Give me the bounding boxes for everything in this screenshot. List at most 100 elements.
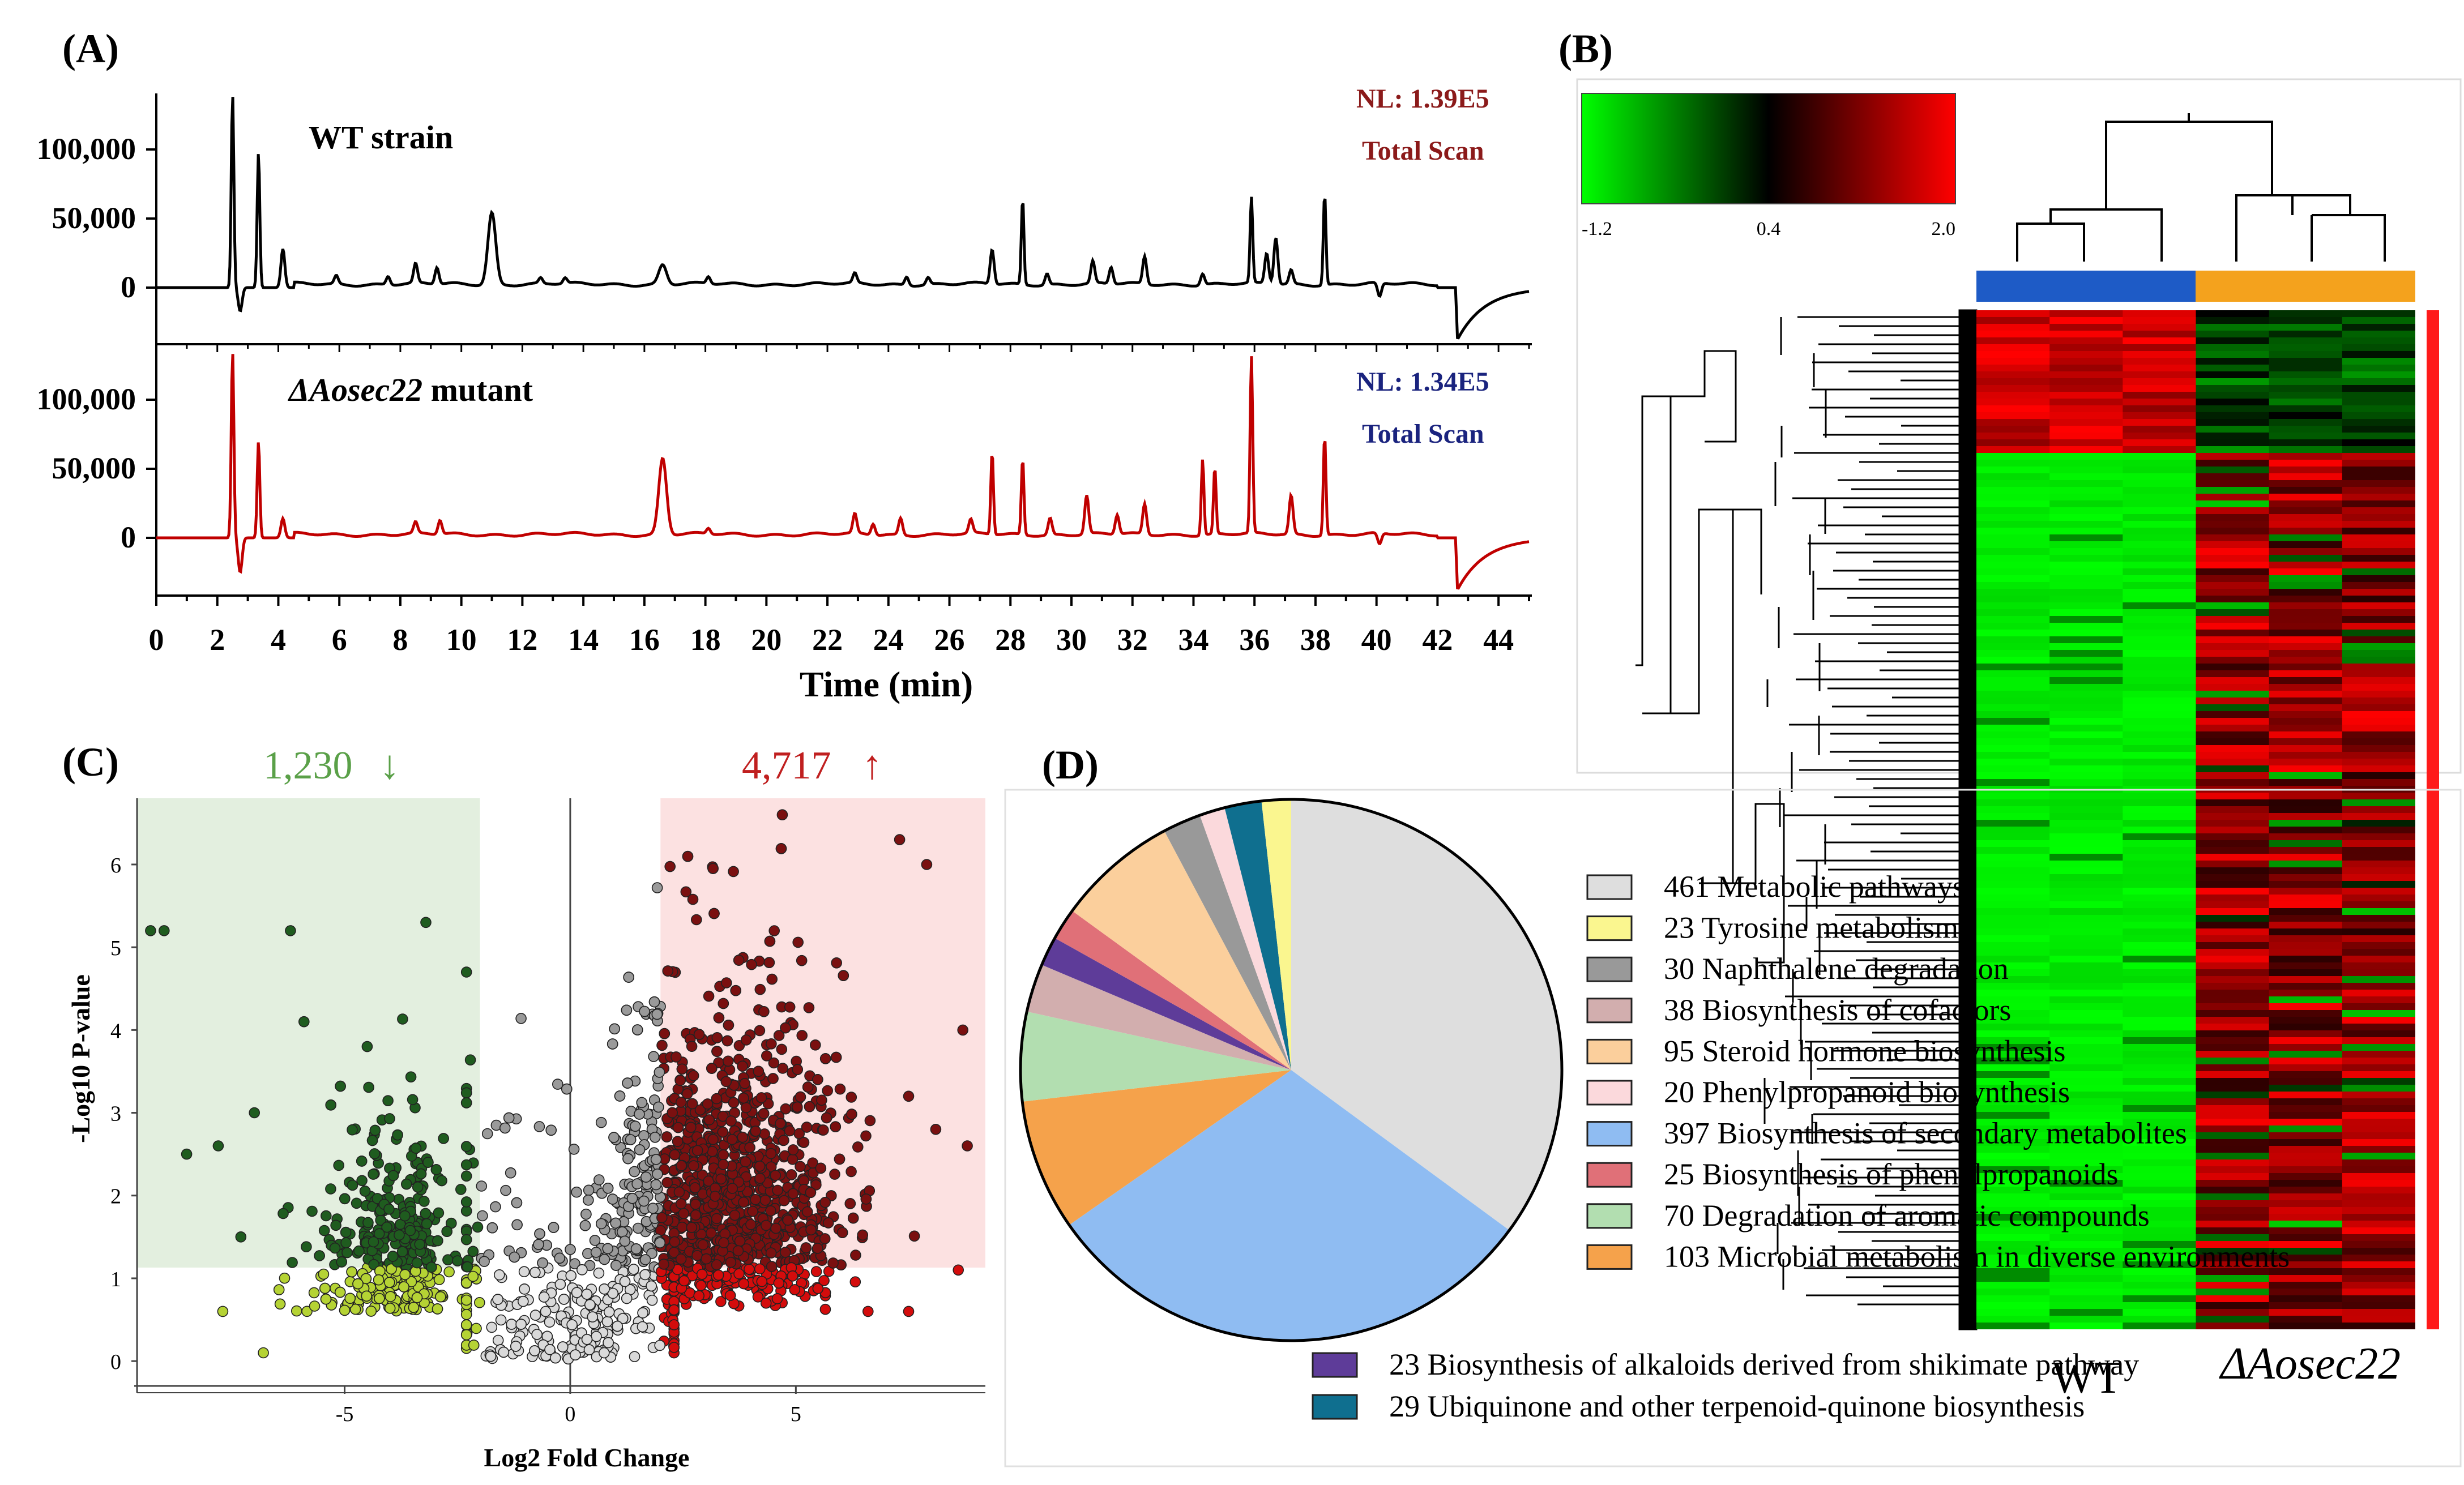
heatmap-cell	[2123, 1112, 2197, 1119]
legend-swatch	[1586, 956, 1633, 982]
heatmap-cell	[2196, 1078, 2270, 1085]
heatmap-cell	[2269, 1098, 2343, 1106]
volcano-point	[314, 1250, 325, 1261]
chrom-x-tick-label: 44	[1483, 623, 1514, 657]
heatmap-cell	[2123, 827, 2197, 834]
volcano-point	[498, 1346, 510, 1358]
heatmap-cell	[2196, 956, 2270, 963]
heatmap-cell	[2049, 854, 2124, 861]
heatmap-cell	[2049, 976, 2124, 983]
heatmap-cell	[2196, 895, 2270, 902]
chrom-y-tick-label: 50,000	[52, 451, 136, 485]
legend-swatch	[1586, 1080, 1633, 1106]
volcano-point	[718, 998, 729, 1009]
heatmap-cell	[1976, 1024, 2050, 1031]
heatmap-cell	[2123, 412, 2197, 420]
heatmap-cell	[2342, 494, 2415, 501]
volcano-point	[729, 1209, 741, 1221]
volcano-point	[554, 1278, 566, 1290]
heatmap-cell	[2269, 582, 2343, 589]
heatmap-cell	[2123, 317, 2197, 324]
heatmap-cell	[2342, 820, 2415, 827]
heatmap-cell	[2342, 589, 2415, 596]
heatmap-cell	[2123, 895, 2197, 902]
heatmap-cell	[2123, 1289, 2197, 1296]
volcano-point	[369, 1148, 381, 1159]
heatmap-cell	[2342, 548, 2415, 555]
heatmap-cell	[2196, 881, 2270, 888]
heatmap-cell	[2196, 942, 2270, 949]
heatmap-cell	[2342, 1309, 2415, 1316]
heatmap-cell	[2342, 827, 2415, 834]
volcano-point	[962, 1140, 973, 1152]
heatmap-cell	[2196, 1309, 2270, 1316]
heatmap-cell	[1976, 1146, 2050, 1153]
heatmap-cell	[2196, 1139, 2270, 1146]
heatmap-cell	[2123, 337, 2197, 345]
volcano-point	[394, 1229, 405, 1241]
heatmap-cell	[2269, 500, 2343, 508]
heatmap-cell	[2196, 1064, 2270, 1072]
heatmap-cell	[2123, 453, 2197, 460]
heatmap-cell	[2269, 1092, 2343, 1099]
heatmap-cell	[1976, 1261, 2050, 1269]
heatmap-cell	[2049, 969, 2124, 977]
heatmap-cell	[1976, 1058, 2050, 1065]
volcano-point	[325, 1183, 336, 1195]
heatmap-cell	[2269, 1221, 2343, 1228]
volcano-point	[754, 983, 766, 995]
volcano-point	[628, 1264, 639, 1275]
heatmap-cell	[2123, 1064, 2197, 1072]
heatmap-cell	[2123, 1316, 2197, 1323]
heatmap-cell	[2196, 840, 2270, 848]
heatmap-cell	[2049, 609, 2124, 617]
volcano-point	[320, 1210, 332, 1222]
heatmap-cell	[2269, 1275, 2343, 1282]
volcano-point	[639, 1005, 650, 1017]
volcano-point	[766, 973, 778, 985]
heatmap-cell	[2342, 541, 2415, 549]
heatmap-cell	[2342, 901, 2415, 909]
pie-slice	[1199, 807, 1291, 1070]
heatmap-cell	[2269, 507, 2343, 515]
volcano-point	[725, 1256, 737, 1268]
volcano-point	[353, 1245, 365, 1257]
volcano-point	[654, 1237, 666, 1248]
heatmap-cell	[2123, 1159, 2197, 1167]
volcano-point	[715, 1296, 727, 1307]
heatmap-cell	[2049, 514, 2124, 521]
heatmap-cell	[2196, 928, 2270, 936]
heatmap-cell	[2342, 1139, 2415, 1146]
heatmap-cell	[2269, 365, 2343, 372]
heatmap-cell	[2269, 609, 2343, 617]
heatmap-cell	[2342, 609, 2415, 617]
heatmap-cell	[2196, 990, 2270, 997]
heatmap-cell	[2123, 867, 2197, 875]
pie-slice	[1020, 1011, 1291, 1102]
chrom-x-tick-label: 20	[751, 623, 782, 657]
heatmap-cell	[2196, 1037, 2270, 1045]
panel-a-label: (A)	[62, 26, 119, 71]
volcano-point	[158, 925, 170, 936]
heatmap-cell	[2342, 371, 2415, 379]
volcano-point	[730, 985, 741, 996]
chrom-x-tick-label: 8	[392, 623, 408, 657]
volcano-x-axis-title: Log2 Fold Change	[484, 1443, 690, 1472]
heatmap-cell	[2049, 446, 2124, 453]
heatmap-cell	[2269, 697, 2343, 705]
volcano-point	[812, 1243, 823, 1254]
chrom-x-tick-label: 38	[1300, 623, 1331, 657]
heatmap-cell	[2196, 861, 2270, 868]
volcano-point	[717, 1126, 729, 1138]
heatmap-cell	[2123, 1255, 2197, 1262]
volcano-point	[780, 1103, 792, 1115]
heatmap-cell	[1976, 820, 2050, 827]
heatmap-cell	[2342, 310, 2415, 318]
volcano-point	[706, 1063, 718, 1074]
heatmap-cell	[2196, 772, 2270, 780]
volcano-point	[336, 1256, 348, 1268]
heatmap-cell	[2123, 494, 2197, 501]
heatmap-cell	[2123, 582, 2197, 589]
heatmap-cell	[2269, 1173, 2343, 1180]
heatmap-cell	[2196, 1153, 2270, 1160]
